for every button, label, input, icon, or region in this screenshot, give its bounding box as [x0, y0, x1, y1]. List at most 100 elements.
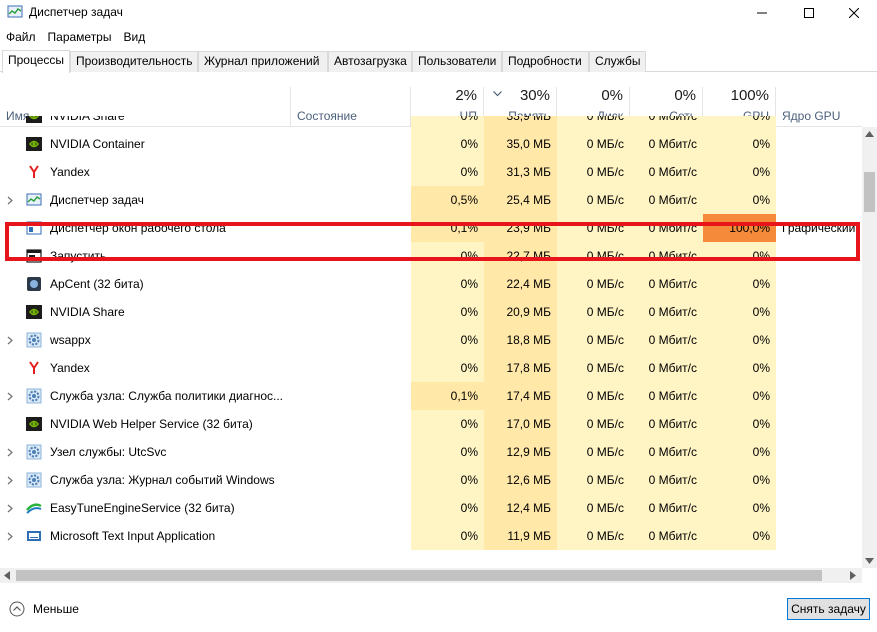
- tab-app-history[interactable]: Журнал приложений: [198, 51, 328, 72]
- gpu-engine-cell: [776, 116, 862, 130]
- close-button[interactable]: [831, 0, 877, 26]
- process-name: NVIDIA Share: [50, 116, 125, 123]
- network-cell: 0 Мбит/с: [630, 130, 703, 158]
- header-cpu-pct: 2%: [455, 87, 477, 104]
- gpu-cell: 0%: [703, 326, 776, 354]
- process-state-cell: [291, 130, 411, 158]
- memory-cell: 12,9 МБ: [484, 438, 557, 466]
- scroll-up-icon[interactable]: [865, 131, 874, 137]
- vertical-scrollbar[interactable]: [862, 127, 877, 568]
- cpu-cell: 0%: [411, 242, 484, 270]
- process-row[interactable]: Запустить 0% 22,7 МБ 0 МБ/с 0 Мбит/с 0%: [0, 242, 862, 270]
- network-cell: 0 Мбит/с: [630, 410, 703, 438]
- cpu-cell: 0%: [411, 130, 484, 158]
- network-cell: 0 Мбит/с: [630, 270, 703, 298]
- end-task-button[interactable]: Снять задачу: [787, 598, 870, 620]
- menu-view[interactable]: Вид: [123, 30, 146, 44]
- process-row[interactable]: Microsoft Text Input Application 0% 11,9 М…: [0, 522, 862, 550]
- tab-processes[interactable]: Процессы: [2, 50, 70, 73]
- memory-cell: 22,7 МБ: [484, 242, 557, 270]
- network-cell: 0 Мбит/с: [630, 466, 703, 494]
- process-name-cell: ApCent (32 бита): [0, 270, 291, 298]
- disk-cell: 0 МБ/с: [557, 270, 630, 298]
- gpu-cell: 0%: [703, 438, 776, 466]
- process-row[interactable]: Служба узла: Журнал событий Windows 0% 12,…: [0, 466, 862, 494]
- menu-file[interactable]: Файл: [6, 30, 36, 44]
- tab-users[interactable]: Пользователи: [412, 51, 502, 72]
- cpu-cell: 0%: [411, 522, 484, 550]
- process-name-cell: Microsoft Text Input Application: [0, 522, 291, 550]
- nvidia-icon: [26, 137, 42, 151]
- chevron-right-icon[interactable]: [7, 448, 13, 457]
- fewer-details-label: Меньше: [33, 602, 79, 616]
- process-name: Узел службы: UtcSvc: [50, 445, 167, 459]
- tab-services[interactable]: Службы: [589, 51, 646, 72]
- cpu-cell: 0%: [411, 494, 484, 522]
- gpu-cell: 0%: [703, 354, 776, 382]
- gear-icon: [26, 332, 42, 348]
- process-row[interactable]: Диспетчер окон рабочего стола 0,1% 23,9 МБ…: [0, 214, 862, 242]
- process-name-cell: Диспетчер окон рабочего стола: [0, 214, 291, 242]
- process-state-cell: [291, 354, 411, 382]
- header-name[interactable]: Имя: [0, 87, 291, 127]
- tab-performance[interactable]: Производительность: [70, 51, 198, 72]
- process-name-cell: Служба узла: Журнал событий Windows: [0, 466, 291, 494]
- chevron-right-icon[interactable]: [7, 392, 13, 401]
- process-row[interactable]: NVIDIA Share 0% 20,9 МБ 0 МБ/с 0 Мбит/с 0%: [0, 298, 862, 326]
- chevron-right-icon[interactable]: [7, 504, 13, 513]
- chevron-right-icon[interactable]: [7, 336, 13, 345]
- chevron-right-icon[interactable]: [7, 532, 13, 541]
- fewer-details-toggle[interactable]: Меньше: [9, 601, 79, 617]
- gpu-cell: 0%: [703, 242, 776, 270]
- process-row[interactable]: NVIDIA Container 0% 35,0 МБ 0 МБ/с 0 Мбит/с 0…: [0, 130, 862, 158]
- gpu-cell: 0%: [703, 522, 776, 550]
- tab-details[interactable]: Подробности: [502, 51, 589, 72]
- disk-cell: 0 МБ/с: [557, 242, 630, 270]
- vertical-scroll-thumb[interactable]: [864, 172, 875, 212]
- disk-cell: 0 МБ/с: [557, 466, 630, 494]
- process-row[interactable]: Служба узла: Служба политики диагнос... 0…: [0, 382, 862, 410]
- process-row[interactable]: Yandex 0% 31,3 МБ 0 МБ/с 0 Мбит/с 0%: [0, 158, 862, 186]
- header-state-label: Состояние: [297, 109, 357, 123]
- minimize-button[interactable]: [739, 0, 785, 26]
- disk-cell: 0 МБ/с: [557, 494, 630, 522]
- scroll-down-icon[interactable]: [865, 558, 874, 564]
- process-row[interactable]: Диспетчер задач 0,5% 25,4 МБ 0 МБ/с 0 Мбит/с…: [0, 186, 862, 214]
- maximize-button[interactable]: [786, 0, 832, 26]
- cpu-cell: 0%: [411, 466, 484, 494]
- process-row[interactable]: ApCent (32 бита) 0% 22,4 МБ 0 МБ/с 0 Мбит/с 0…: [0, 270, 862, 298]
- memory-cell: 17,8 МБ: [484, 354, 557, 382]
- process-state-cell: [291, 214, 411, 242]
- gpu-engine-cell: [776, 354, 862, 382]
- horizontal-scrollbar[interactable]: [0, 568, 862, 583]
- keyboard-icon: [27, 531, 41, 541]
- process-row[interactable]: NVIDIA Share 0% 33,9 МБ 0 МБ/с 0 Мбит/с 0%: [0, 116, 862, 130]
- network-cell: 0 Мбит/с: [630, 382, 703, 410]
- process-row[interactable]: NVIDIA Web Helper Service (32 бита) 0% 17,…: [0, 410, 862, 438]
- memory-cell: 18,8 МБ: [484, 326, 557, 354]
- cpu-cell: 0%: [411, 354, 484, 382]
- scroll-left-icon[interactable]: [4, 571, 10, 580]
- cpu-cell: 0%: [411, 270, 484, 298]
- tab-startup[interactable]: Автозагрузка: [328, 51, 412, 72]
- header-state[interactable]: Состояние: [291, 87, 411, 127]
- memory-cell: 12,6 МБ: [484, 466, 557, 494]
- header-gpu-engine[interactable]: Ядро GPU: [776, 87, 862, 127]
- process-name: Yandex: [50, 165, 90, 179]
- horizontal-scroll-thumb[interactable]: [16, 570, 822, 581]
- process-name-cell: NVIDIA Share: [0, 116, 291, 130]
- maximize-icon: [804, 8, 814, 18]
- process-name: NVIDIA Container: [50, 137, 145, 151]
- process-name: Microsoft Text Input Application: [50, 529, 216, 543]
- chevron-right-icon[interactable]: [7, 476, 13, 485]
- gpu-cell: 0%: [703, 270, 776, 298]
- process-row[interactable]: Yandex 0% 17,8 МБ 0 МБ/с 0 Мбит/с 0%: [0, 354, 862, 382]
- chevron-right-icon[interactable]: [7, 196, 13, 205]
- process-row[interactable]: Узел службы: UtcSvc 0% 12,9 МБ 0 МБ/с 0 Мбит…: [0, 438, 862, 466]
- process-row[interactable]: wsappx 0% 18,8 МБ 0 МБ/с 0 Мбит/с 0%: [0, 326, 862, 354]
- menu-options[interactable]: Параметры: [47, 30, 112, 44]
- gpu-engine-cell: Графический: [782, 221, 856, 235]
- header-memory-pct: 30%: [519, 87, 550, 104]
- scroll-right-icon[interactable]: [850, 571, 856, 580]
- process-row[interactable]: EasyTuneEngineService (32 бита) 0% 12,4 МБ…: [0, 494, 862, 522]
